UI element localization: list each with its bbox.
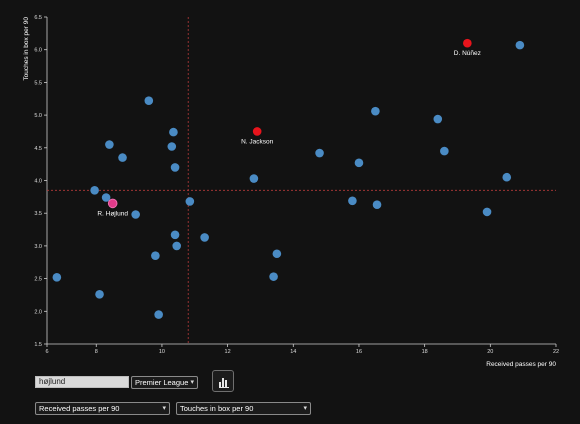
x-tick-label: 14	[290, 349, 296, 355]
player-point	[440, 146, 449, 156]
player-point	[482, 207, 492, 217]
player-point	[348, 196, 357, 206]
player-point	[372, 200, 382, 209]
y-tick-label: 5.5	[34, 80, 42, 86]
player-point	[185, 197, 195, 206]
player-point	[269, 272, 278, 281]
player-point	[170, 230, 180, 240]
y-tick-label: 2.0	[34, 309, 42, 315]
chevron-down-icon: ▾	[162, 405, 166, 412]
player-point	[105, 140, 114, 149]
y-tick-label: 3.5	[34, 211, 42, 217]
player-point-r-h-jlund	[107, 198, 118, 209]
y-tick-label: 6.5	[34, 15, 42, 21]
y-tick-label: 1.5	[34, 342, 42, 348]
x-tick-label: 16	[356, 349, 362, 355]
chevron-down-icon: ▾	[303, 405, 307, 412]
x-tick-label: 12	[225, 349, 231, 355]
player-point	[154, 310, 163, 319]
y-metric-select-value: Touches in box per 90	[180, 404, 254, 413]
player-point	[131, 210, 140, 219]
x-tick-label: 20	[487, 349, 493, 355]
y-tick-label: 4.0	[34, 179, 42, 185]
player-point	[169, 127, 178, 137]
player-point	[167, 142, 177, 151]
player-point	[90, 186, 99, 195]
player-point	[172, 241, 182, 251]
player-point	[502, 172, 512, 182]
x-tick-label: 22	[553, 349, 559, 355]
player-point	[272, 249, 282, 259]
player-point-n-jackson	[252, 127, 262, 136]
x-metric-select-value: Received passes per 90	[39, 404, 120, 413]
point-label: N. Jackson	[241, 138, 274, 145]
player-point	[170, 163, 180, 172]
controls-row-bottom: Received passes per 90 ▾ Touches in box …	[0, 401, 580, 417]
y-tick-label: 4.5	[34, 146, 42, 152]
player-point	[52, 272, 62, 282]
player-point	[249, 174, 259, 183]
player-point	[151, 251, 160, 261]
player-point	[95, 289, 104, 299]
player-point	[144, 96, 154, 106]
player-point	[200, 233, 209, 242]
bar-chart-button[interactable]	[212, 370, 234, 392]
player-point	[433, 114, 443, 124]
league-select-value: Premier League	[135, 378, 189, 387]
scatter-chart: 1.5 2.0 2.5 3.0 3.5 4.0 4.5 5.0 5.5 6.0 6.5 6 8 10 12 1…	[23, 15, 559, 368]
chevron-down-icon: ▾	[190, 379, 194, 386]
x-tick-label: 10	[159, 349, 165, 355]
chart-svg: 1.5 2.0 2.5 3.0 3.5 4.0 4.5 5.0 5.5 6.0 6.5 6 8 10 12 1…	[23, 15, 559, 368]
bar-chart-icon	[219, 377, 229, 388]
x-axis-label: Received passes per 90	[486, 361, 556, 368]
y-tick-label: 5.0	[34, 113, 42, 119]
y-tick-label: 2.5	[34, 277, 42, 283]
y-tick-label: 6.0	[34, 48, 42, 54]
player-point	[315, 148, 324, 158]
x-tick-label: 18	[422, 349, 428, 355]
y-metric-select[interactable]: Touches in box per 90 ▾	[176, 402, 311, 415]
player-point-d-n-ez	[463, 38, 472, 48]
player-point	[371, 106, 380, 116]
x-tick-label: 8	[95, 349, 98, 355]
player-point	[118, 153, 127, 162]
point-label: D. Núñez	[454, 50, 481, 57]
controls-row-top: Premier League ▾	[0, 370, 580, 394]
y-axis-label: Touches in box per 90	[23, 17, 30, 81]
player-point	[515, 40, 525, 50]
x-tick-label: 6	[45, 349, 48, 355]
x-metric-select[interactable]: Received passes per 90 ▾	[35, 402, 170, 415]
point-label: R. Højlund	[97, 210, 128, 217]
player-point	[354, 158, 364, 168]
league-select[interactable]: Premier League ▾	[131, 376, 198, 389]
player-point	[101, 193, 111, 202]
player-search-input[interactable]	[35, 376, 129, 388]
y-tick-label: 3.0	[34, 244, 42, 250]
